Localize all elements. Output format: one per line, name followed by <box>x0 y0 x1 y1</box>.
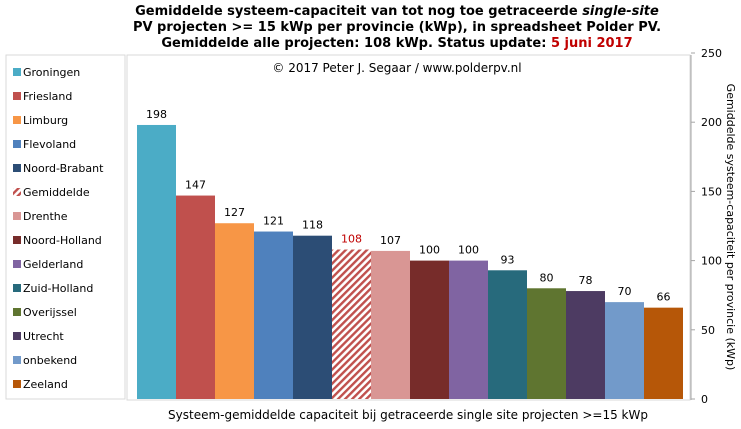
legend-label-groningen: Groningen <box>23 66 80 79</box>
title-line-3: Gemiddelde alle projecten: 108 kWp. Stat… <box>161 36 632 51</box>
legend-label-gemiddelde: Gemiddelde <box>23 186 90 199</box>
bar-drenthe <box>371 250 410 399</box>
bar-label-overijssel: 80 <box>540 271 554 284</box>
legend-label-limburg: Limburg <box>23 114 68 127</box>
bar-label-drenthe: 107 <box>380 234 401 247</box>
bar-label-friesland: 147 <box>185 179 206 192</box>
legend-label-overijssel: Overijssel <box>23 306 77 319</box>
legend-label-zeeland: Zeeland <box>23 378 68 391</box>
legend-swatch-drenthe <box>13 212 21 220</box>
copyright: © 2017 Peter J. Segaar / www.polderpv.nl <box>272 61 521 75</box>
title-line-1-main: Gemiddelde systeem-capaciteit van tot no… <box>135 4 582 19</box>
bar-label-zuid-holland: 93 <box>501 253 515 266</box>
legend-swatch-zuid-holland <box>13 284 21 292</box>
bar-noord-brabant <box>293 235 332 399</box>
title-line-1-italic: single-site <box>582 4 659 19</box>
bar-label-noord-brabant: 118 <box>302 219 323 232</box>
bar-zeeland <box>644 307 683 399</box>
bar-gemiddelde <box>332 249 371 399</box>
bar-label-gelderland: 100 <box>458 244 479 257</box>
bar-onbekend <box>605 302 644 399</box>
legend-label-flevoland: Flevoland <box>23 138 76 151</box>
legend-label-drenthe: Drenthe <box>23 210 68 223</box>
bar-label-utrecht: 78 <box>579 274 593 287</box>
y-tick-label-50: 50 <box>701 324 715 337</box>
legend-label-noord-holland: Noord-Holland <box>23 234 102 247</box>
y-axis-label: Gemiddelde systeem-capaciteit per provin… <box>724 84 737 371</box>
y-tick-label-100: 100 <box>701 255 722 268</box>
title-line-3-main: Gemiddelde alle projecten: 108 kWp. Stat… <box>161 36 551 51</box>
bar-noord-holland <box>410 260 449 399</box>
legend-swatch-friesland <box>13 92 21 100</box>
bar-labels: 198 147 127 121 118 108 107 100 100 93 80 78 70 66 <box>146 108 671 304</box>
legend-swatch-utrecht <box>13 332 21 340</box>
legend-swatch-groningen <box>13 68 21 76</box>
bars <box>137 124 683 399</box>
legend-swatch-gemiddelde <box>13 188 21 196</box>
legend-swatch-limburg <box>13 116 21 124</box>
bar-label-noord-holland: 100 <box>419 244 440 257</box>
legend: Groningen Friesland Limburg Flevoland Noord-… <box>13 66 104 391</box>
title-line-1: Gemiddelde systeem-capaciteit van tot no… <box>135 4 659 19</box>
legend-label-noord-brabant: Noord-Brabant <box>23 162 104 175</box>
status-date: 5 juni 2017 <box>551 36 633 51</box>
bar-overijssel <box>527 288 566 399</box>
bar-friesland <box>176 195 215 399</box>
legend-label-friesland: Friesland <box>23 90 72 103</box>
bar-label-limburg: 127 <box>224 206 245 219</box>
bar-zuid-holland <box>488 270 527 399</box>
y-tick-label-150: 150 <box>701 185 722 198</box>
legend-swatch-zeeland <box>13 380 21 388</box>
legend-swatch-overijssel <box>13 308 21 316</box>
legend-label-onbekend: onbekend <box>23 354 77 367</box>
bar-label-onbekend: 70 <box>618 285 632 298</box>
legend-label-gelderland: Gelderland <box>23 258 83 271</box>
y-tick-label-0: 0 <box>701 393 708 406</box>
bar-label-groningen: 198 <box>146 108 167 121</box>
bar-gelderland <box>449 260 488 399</box>
bar-label-zeeland: 66 <box>657 291 671 304</box>
x-axis-label: Systeem-gemiddelde capaciteit bij getrac… <box>168 408 648 422</box>
y-tick-label-200: 200 <box>701 116 722 129</box>
legend-label-utrecht: Utrecht <box>23 330 64 343</box>
y-ticks: 0 50 100 150 200 250 <box>691 47 722 406</box>
bar-limburg <box>215 223 254 399</box>
bar-groningen <box>137 124 176 399</box>
legend-swatch-noord-brabant <box>13 164 21 172</box>
legend-label-zuid-holland: Zuid-Holland <box>23 282 93 295</box>
legend-swatch-gelderland <box>13 260 21 268</box>
legend-swatch-noord-holland <box>13 236 21 244</box>
bar-label-gemiddelde: 108 <box>341 233 362 246</box>
chart-title: Gemiddelde systeem-capaciteit van tot no… <box>133 4 661 51</box>
y-tick-label-250: 250 <box>701 47 722 60</box>
title-line-2: PV projecten >= 15 kWp per provincie (kW… <box>133 20 661 35</box>
legend-swatch-flevoland <box>13 140 21 148</box>
legend-swatch-onbekend <box>13 356 21 364</box>
legend-box <box>5 54 126 400</box>
bar-flevoland <box>254 231 293 399</box>
bar-label-flevoland: 121 <box>263 215 284 228</box>
bar-utrecht <box>566 291 605 399</box>
